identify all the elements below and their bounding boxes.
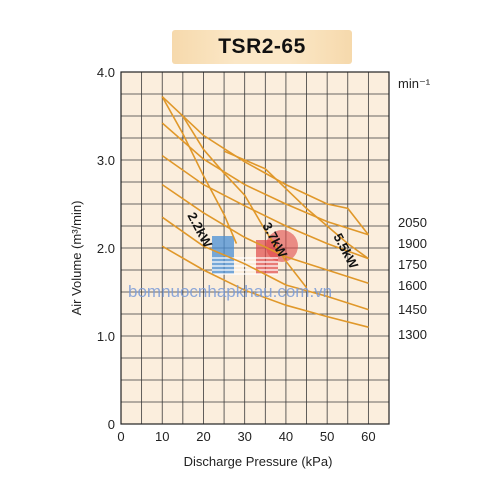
y-tick-label: 4.0 xyxy=(97,65,115,80)
y-tick-labels: 0 1.0 2.0 3.0 4.0 xyxy=(97,65,115,432)
y-tick-label: 1.0 xyxy=(97,329,115,344)
speed-unit-label: min⁻¹ xyxy=(398,76,431,91)
grid xyxy=(120,71,390,425)
power-line-5-5kW xyxy=(223,150,369,260)
y-tick-label: 3.0 xyxy=(97,153,115,168)
x-tick-label: 40 xyxy=(279,429,293,444)
speed-label-1600: 1600 xyxy=(398,278,427,293)
power-line-3-7kW xyxy=(182,115,308,289)
power-lines xyxy=(161,96,369,289)
watermark: bomnuocnhapkhau.com.vn xyxy=(128,282,332,301)
y-axis-label: Air Volume (m³/min) xyxy=(69,201,84,316)
speed-label-1750: 1750 xyxy=(398,257,427,272)
series-line-1750 xyxy=(161,154,369,260)
series-line-1450 xyxy=(161,216,369,311)
series-line-1300 xyxy=(161,245,369,328)
x-tick-label: 0 xyxy=(117,429,124,444)
speed-label-1300: 1300 xyxy=(398,327,427,342)
speed-label-1900: 1900 xyxy=(398,236,427,251)
y-tick-label: 0 xyxy=(108,417,115,432)
chart-title: TSR2-65 xyxy=(218,35,306,58)
x-tick-label: 30 xyxy=(237,429,251,444)
logo-red-circle xyxy=(266,230,298,262)
x-tick-label: 50 xyxy=(320,429,334,444)
series-line-1900 xyxy=(161,122,369,236)
speed-curves xyxy=(161,96,370,328)
title-banner: TSR2-65 xyxy=(172,30,352,64)
x-tick-label: 60 xyxy=(361,429,375,444)
series-line-1600 xyxy=(161,183,369,284)
y-tick-label: 2.0 xyxy=(97,241,115,256)
power-line-2-2kW xyxy=(161,96,238,244)
speed-labels: 2050 1900 1750 1600 1450 1300 xyxy=(398,215,427,342)
x-tick-labels: 0 10 20 30 40 50 60 xyxy=(117,429,375,444)
speed-label-1450: 1450 xyxy=(398,302,427,317)
x-tick-label: 20 xyxy=(196,429,210,444)
series-line-2050 xyxy=(161,96,370,236)
speed-label-2050: 2050 xyxy=(398,215,427,230)
x-axis-label: Discharge Pressure (kPa) xyxy=(184,454,333,469)
x-tick-label: 10 xyxy=(155,429,169,444)
plot-border xyxy=(120,71,390,425)
